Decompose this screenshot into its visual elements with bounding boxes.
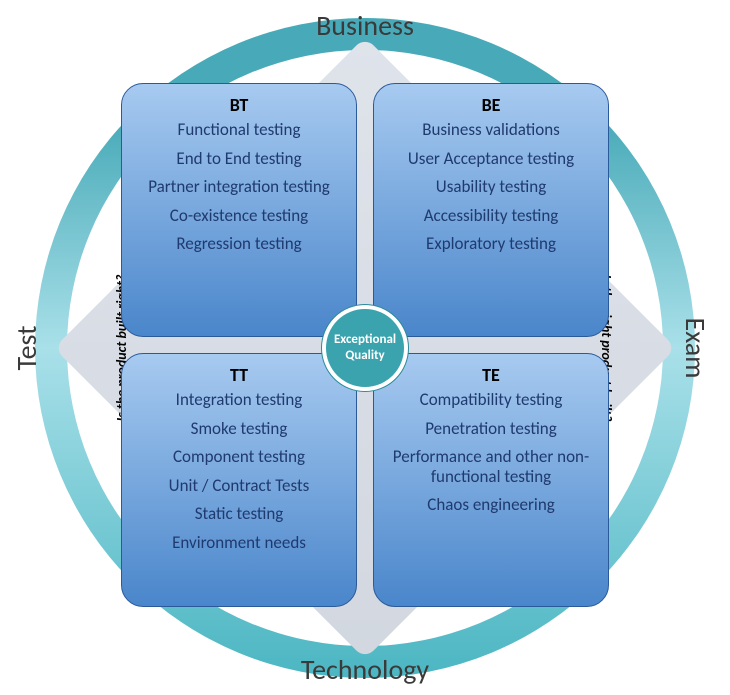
quadrant-be: BE Business validations User Acceptance t…: [373, 83, 609, 337]
quadrant-item: Co-existence testing: [170, 206, 308, 226]
diagram-canvas: Business Technology Test Exam Is the pro…: [0, 0, 730, 695]
quadrant-title: BT: [230, 94, 249, 116]
quadrant-bt: BT Functional testing End to End testing P…: [121, 83, 357, 337]
center-circle: Exceptional Quality: [322, 305, 408, 391]
quadrant-item: Smoke testing: [191, 419, 288, 439]
axis-label-right: Exam: [678, 317, 713, 378]
quadrant-item: Performance and other non-functional tes…: [384, 447, 598, 486]
quadrant-item: Penetration testing: [425, 419, 557, 439]
quadrant-tt: TT Integration testing Smoke testing Compo…: [121, 353, 357, 607]
quadrant-item: Business validations: [422, 120, 560, 140]
quadrant-list: Functional testing End to End testing Part…: [132, 120, 346, 254]
quadrant-list: Integration testing Smoke testing Componen…: [132, 390, 346, 552]
quadrant-title: TE: [482, 364, 500, 386]
quadrant-item: User Acceptance testing: [408, 149, 574, 169]
quadrant-item: Exploratory testing: [426, 234, 556, 254]
quadrant-item: Functional testing: [178, 120, 301, 140]
quadrant-title: TT: [230, 364, 248, 386]
quadrant-item: Chaos engineering: [427, 495, 555, 515]
quadrant-item: Component testing: [173, 447, 305, 467]
quadrant-list: Business validations User Acceptance test…: [384, 120, 598, 254]
quadrant-item: End to End testing: [176, 149, 301, 169]
axis-label-bottom: Technology: [301, 652, 429, 687]
center-label: Exceptional Quality: [332, 332, 398, 363]
axis-label-left: Test: [9, 325, 44, 370]
quadrant-item: Compatibility testing: [420, 390, 563, 410]
quadrant-item: Unit / Contract Tests: [169, 476, 310, 496]
quadrant-item: Usability testing: [436, 177, 546, 197]
quadrant-item: Partner integration testing: [148, 177, 330, 197]
quadrant-item: Static testing: [195, 504, 284, 524]
quadrant-item: Accessibility testing: [424, 206, 559, 226]
axis-label-top: Business: [316, 8, 414, 43]
quadrant-te: TE Compatibility testing Penetration test…: [373, 353, 609, 607]
quadrant-title: BE: [482, 94, 501, 116]
quadrant-item: Regression testing: [176, 234, 301, 254]
quadrant-item: Environment needs: [172, 533, 306, 553]
quadrant-item: Integration testing: [176, 390, 303, 410]
quadrant-list: Compatibility testing Penetration testing…: [384, 390, 598, 515]
